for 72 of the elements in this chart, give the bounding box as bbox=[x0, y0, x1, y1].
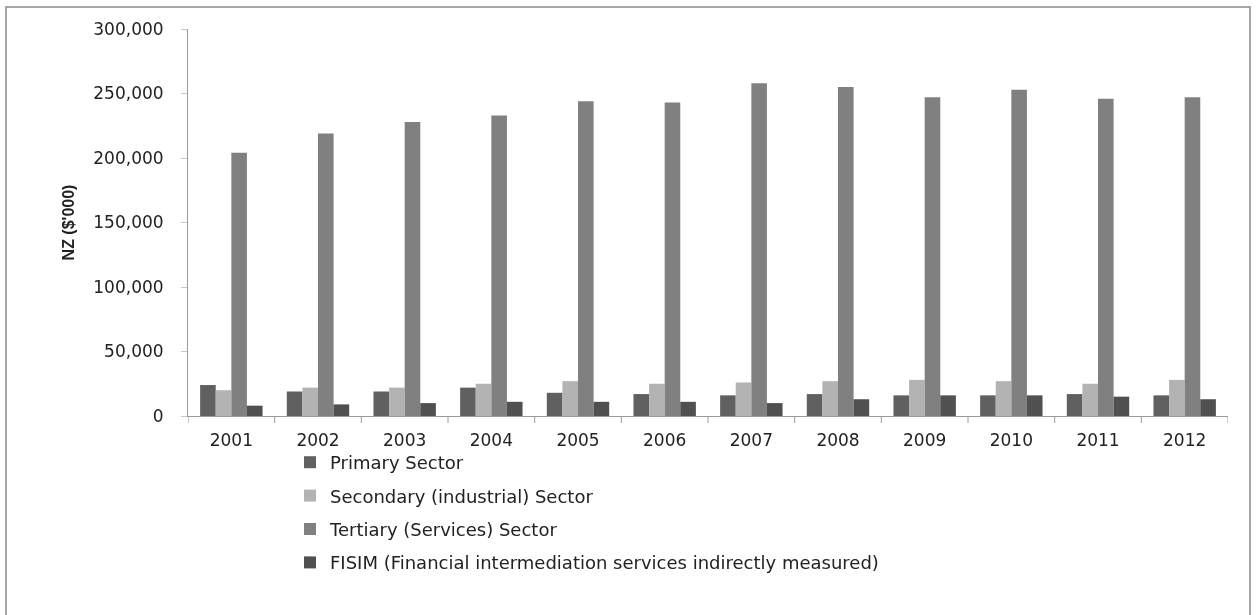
bar bbox=[680, 401, 696, 416]
bar bbox=[246, 405, 263, 416]
bar bbox=[664, 102, 681, 416]
legend-label: Primary Sector bbox=[330, 452, 464, 474]
y-tick-label: 300,000 bbox=[93, 18, 164, 39]
legend-label: Tertiary (Services) Sector bbox=[329, 519, 558, 541]
bar bbox=[1184, 97, 1201, 416]
legend-label: Secondary (industrial) Sector bbox=[330, 485, 594, 507]
bar bbox=[593, 401, 610, 416]
x-tick-label: 2010 bbox=[989, 430, 1033, 451]
bar bbox=[838, 87, 854, 416]
bar bbox=[1082, 383, 1098, 416]
bar bbox=[1113, 396, 1130, 416]
bar bbox=[751, 83, 767, 416]
y-tick-label: 200,000 bbox=[93, 147, 164, 168]
x-tick-label: 2003 bbox=[383, 430, 427, 451]
bar bbox=[215, 390, 232, 416]
bar bbox=[318, 133, 334, 416]
bar bbox=[893, 395, 910, 416]
bar bbox=[333, 404, 350, 416]
bar bbox=[200, 385, 216, 416]
bar bbox=[1026, 395, 1043, 416]
bar bbox=[924, 97, 941, 416]
y-axis-title: NZ ($'000) bbox=[60, 184, 78, 261]
bar bbox=[995, 381, 1012, 416]
bar bbox=[420, 403, 436, 416]
bar bbox=[546, 392, 563, 416]
bar bbox=[720, 395, 736, 416]
bar bbox=[1169, 379, 1185, 416]
bar bbox=[980, 395, 996, 416]
bar bbox=[649, 383, 665, 416]
bar bbox=[735, 382, 752, 416]
bar bbox=[302, 387, 318, 416]
x-tick-label: 2012 bbox=[1163, 430, 1207, 451]
x-tick-label: 2004 bbox=[469, 430, 513, 451]
y-tick-label: 100,000 bbox=[93, 276, 164, 297]
x-tick-label: 2002 bbox=[296, 430, 340, 451]
bar bbox=[286, 391, 303, 416]
x-tick-label: 2006 bbox=[643, 430, 687, 451]
x-tick-label: 2008 bbox=[816, 430, 860, 451]
x-tick-label: 2001 bbox=[209, 430, 253, 451]
bar bbox=[909, 379, 925, 416]
bar bbox=[578, 101, 594, 416]
bar bbox=[506, 401, 523, 416]
bar bbox=[1011, 89, 1027, 416]
x-tick-label: 2009 bbox=[903, 430, 947, 451]
y-tick-label: 0 bbox=[152, 405, 164, 426]
bar bbox=[853, 399, 870, 416]
bar bbox=[1153, 395, 1170, 416]
y-tick-label: 150,000 bbox=[93, 212, 164, 233]
bar bbox=[475, 383, 492, 416]
bar bbox=[491, 115, 507, 416]
bar bbox=[822, 381, 838, 416]
bar bbox=[806, 394, 823, 416]
bar bbox=[1200, 399, 1216, 416]
x-tick-label: 2005 bbox=[556, 430, 600, 451]
bar bbox=[231, 152, 247, 416]
legend-label: FISIM (Financial intermediation services indirectly measured) bbox=[330, 552, 879, 574]
bar bbox=[460, 387, 476, 416]
bar bbox=[562, 381, 578, 416]
y-tick-label: 250,000 bbox=[93, 83, 164, 104]
x-tick-label: 2011 bbox=[1076, 430, 1120, 451]
bar bbox=[766, 403, 783, 416]
bar bbox=[940, 395, 956, 416]
bar bbox=[1066, 394, 1083, 416]
bar bbox=[633, 394, 650, 416]
x-tick-label: 2007 bbox=[729, 430, 773, 451]
bar bbox=[389, 387, 405, 416]
bar bbox=[1098, 98, 1114, 416]
bar bbox=[373, 391, 390, 416]
bar bbox=[404, 121, 421, 416]
y-tick-label: 50,000 bbox=[104, 341, 164, 362]
